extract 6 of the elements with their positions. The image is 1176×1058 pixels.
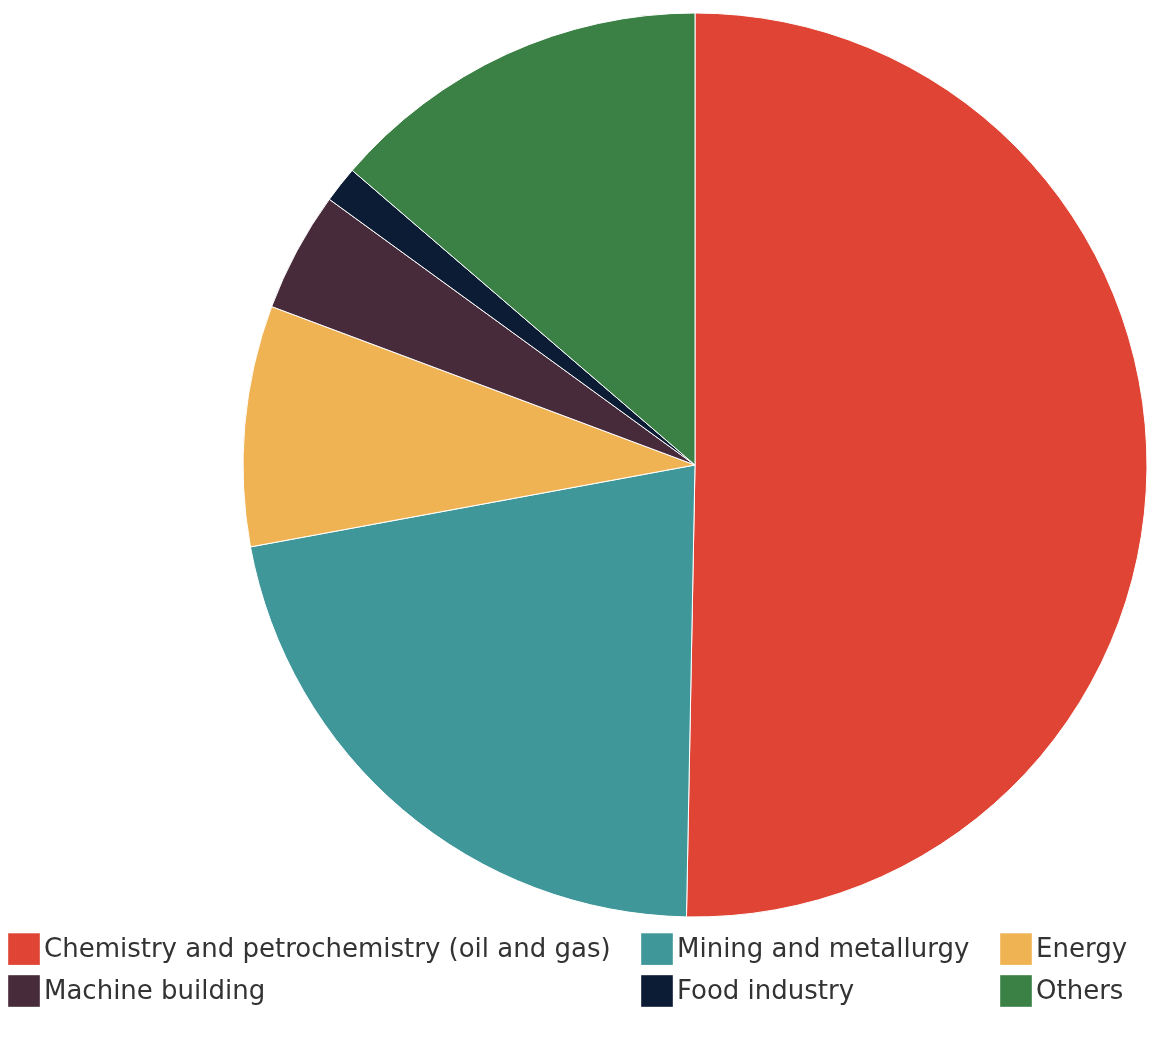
legend-label: Others [1036,975,1124,1005]
legend-label: Mining and metallurgy [677,933,970,964]
legend-label: Chemistry and petrochemistry (oil and gas) [44,933,611,964]
legend-label: Food industry [677,975,855,1005]
legend-label: Machine building [44,975,266,1005]
legend-label: Energy [1036,933,1128,964]
